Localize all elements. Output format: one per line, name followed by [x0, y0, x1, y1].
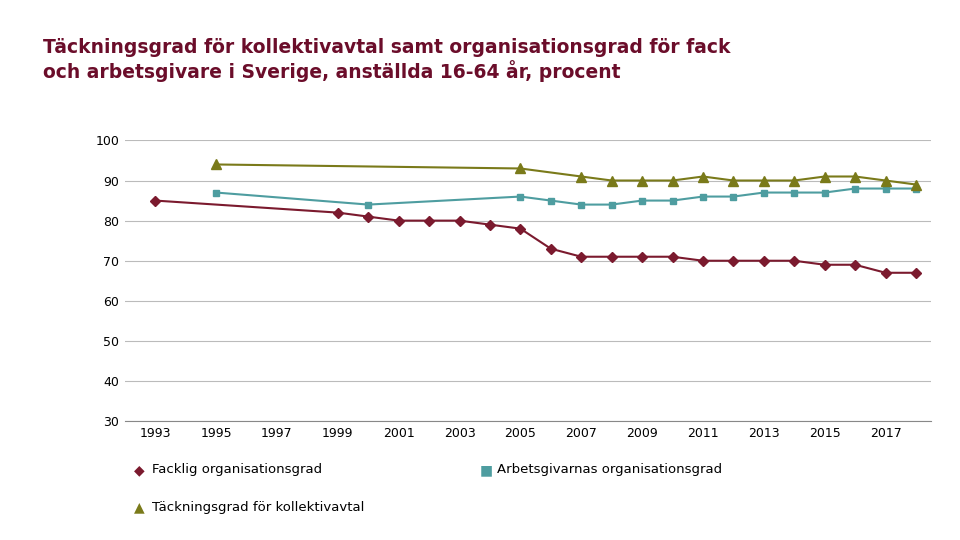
Line: Täckningsgrad för kollektivavtal: Täckningsgrad för kollektivavtal — [211, 160, 921, 190]
Line: Arbetsgivarnas organisationsgrad: Arbetsgivarnas organisationsgrad — [212, 185, 920, 208]
Facklig organisationsgrad — [910, 269, 922, 276]
Täckningsgrad för kollektivavtal — [788, 177, 800, 184]
Line: Facklig organisationsgrad: Facklig organisationsgrad — [152, 197, 920, 276]
Facklig organisationsgrad — [879, 269, 891, 276]
Täckningsgrad för kollektivavtal — [667, 177, 679, 184]
Facklig organisationsgrad — [545, 246, 557, 252]
Täckningsgrad för kollektivavtal — [758, 177, 770, 184]
Facklig organisationsgrad — [150, 197, 161, 204]
Arbetsgivarnas organisationsgrad — [575, 201, 587, 208]
Täckningsgrad för kollektivavtal — [697, 173, 708, 180]
Arbetsgivarnas organisationsgrad — [697, 193, 708, 200]
Täckningsgrad för kollektivavtal — [910, 181, 922, 188]
Arbetsgivarnas organisationsgrad — [910, 185, 922, 192]
Arbetsgivarnas organisationsgrad — [210, 190, 222, 196]
Täckningsgrad för kollektivavtal — [879, 177, 891, 184]
Arbetsgivarnas organisationsgrad — [758, 190, 770, 196]
Arbetsgivarnas organisationsgrad — [850, 185, 861, 192]
Facklig organisationsgrad — [606, 253, 617, 260]
Täckningsgrad för kollektivavtal — [728, 177, 739, 184]
Text: Täckningsgrad för kollektivavtal samt organisationsgrad för fack
och arbetsgivar: Täckningsgrad för kollektivavtal samt or… — [43, 38, 731, 83]
Facklig organisationsgrad — [636, 253, 648, 260]
Arbetsgivarnas organisationsgrad — [728, 193, 739, 200]
Facklig organisationsgrad — [484, 221, 495, 228]
Facklig organisationsgrad — [393, 218, 404, 224]
Arbetsgivarnas organisationsgrad — [879, 185, 891, 192]
Facklig organisationsgrad — [788, 258, 800, 264]
Text: ◆: ◆ — [134, 463, 145, 477]
Arbetsgivarnas organisationsgrad — [545, 197, 557, 204]
Täckningsgrad för kollektivavtal — [850, 173, 861, 180]
Täckningsgrad för kollektivavtal — [606, 177, 617, 184]
Arbetsgivarnas organisationsgrad — [788, 190, 800, 196]
Arbetsgivarnas organisationsgrad — [515, 193, 526, 200]
Facklig organisationsgrad — [819, 261, 830, 268]
Arbetsgivarnas organisationsgrad — [819, 190, 830, 196]
Facklig organisationsgrad — [423, 218, 435, 224]
Facklig organisationsgrad — [758, 258, 770, 264]
Arbetsgivarnas organisationsgrad — [363, 201, 374, 208]
Täckningsgrad för kollektivavtal — [819, 173, 830, 180]
Arbetsgivarnas organisationsgrad — [606, 201, 617, 208]
Text: Arbetsgivarnas organisationsgrad: Arbetsgivarnas organisationsgrad — [497, 463, 723, 476]
Facklig organisationsgrad — [454, 218, 466, 224]
Facklig organisationsgrad — [575, 253, 587, 260]
Text: ■: ■ — [480, 463, 493, 477]
Text: ▲: ▲ — [134, 501, 145, 515]
Facklig organisationsgrad — [515, 225, 526, 232]
Facklig organisationsgrad — [667, 253, 679, 260]
Täckningsgrad för kollektivavtal — [575, 173, 587, 180]
Arbetsgivarnas organisationsgrad — [667, 197, 679, 204]
Täckningsgrad för kollektivavtal — [515, 165, 526, 172]
Facklig organisationsgrad — [697, 258, 708, 264]
Täckningsgrad för kollektivavtal — [210, 161, 222, 168]
Facklig organisationsgrad — [850, 261, 861, 268]
Text: Facklig organisationsgrad: Facklig organisationsgrad — [152, 463, 322, 476]
Täckningsgrad för kollektivavtal — [636, 177, 648, 184]
Text: Täckningsgrad för kollektivavtal: Täckningsgrad för kollektivavtal — [152, 501, 364, 514]
Facklig organisationsgrad — [332, 210, 344, 216]
Facklig organisationsgrad — [363, 213, 374, 220]
Arbetsgivarnas organisationsgrad — [636, 197, 648, 204]
Facklig organisationsgrad — [728, 258, 739, 264]
